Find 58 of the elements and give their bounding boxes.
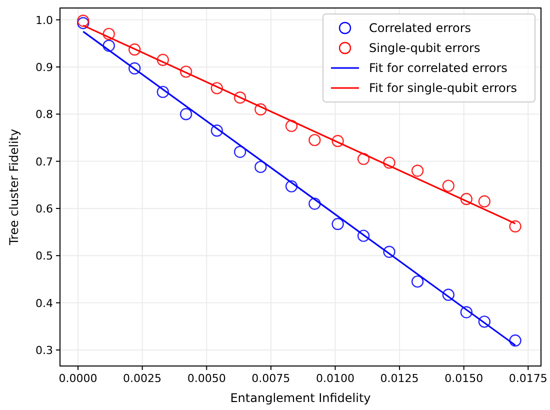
point: [210, 82, 224, 94]
point: [285, 180, 298, 192]
point: [332, 218, 344, 230]
point: [156, 86, 169, 98]
point: [478, 195, 491, 208]
legend-label: Single-qubit errors: [369, 41, 480, 55]
point: [254, 160, 267, 174]
x-tick-label: 0.0175: [508, 372, 548, 385]
point: [180, 108, 192, 120]
point: [102, 28, 115, 40]
x-tick-label: 0.0050: [187, 372, 226, 385]
point: [411, 275, 424, 288]
y-tick-label: 1.0: [36, 14, 53, 27]
point: [383, 156, 396, 169]
point: [180, 66, 192, 78]
point: [254, 103, 267, 116]
legend-label: Correlated errors: [369, 21, 472, 35]
y-tick-label: 0.3: [36, 344, 53, 357]
x-tick-label: 0.0100: [316, 372, 354, 385]
point: [128, 43, 141, 56]
x-axis-title: Entanglement Infidelity: [230, 391, 371, 405]
point: [102, 40, 115, 52]
point: [509, 334, 522, 347]
x-tick-label: 0.0025: [123, 372, 162, 385]
point: [77, 14, 90, 27]
legend-label: Fit for correlated errors: [369, 61, 508, 75]
point: [210, 124, 224, 137]
point: [128, 62, 141, 74]
point: [383, 246, 396, 258]
y-tick-label: 0.8: [36, 108, 53, 122]
point: [156, 54, 169, 66]
point: [357, 152, 370, 166]
point: [478, 316, 491, 328]
point: [509, 220, 522, 232]
y-tick-label: 0.7: [36, 155, 53, 168]
y-tick-label: 0.9: [36, 60, 53, 74]
point: [234, 146, 246, 158]
point: [442, 288, 454, 301]
point: [460, 192, 473, 206]
point: [442, 180, 454, 192]
y-tick-label: 0.5: [36, 250, 53, 263]
point: [332, 134, 344, 148]
point: [285, 120, 298, 132]
point: [460, 306, 473, 318]
point: [234, 92, 246, 104]
x-tick-label: 0.0000: [58, 372, 98, 385]
legend-label: Fit for single-qubit errors: [369, 81, 518, 95]
x-tick-label: 0.0150: [444, 372, 484, 385]
x-tick-label: 0.0125: [380, 372, 419, 385]
point: [308, 198, 321, 210]
point: [357, 230, 370, 242]
y-axis-title: Tree cluster Fidelity: [7, 128, 21, 246]
point: [77, 16, 90, 30]
point: [308, 134, 321, 146]
x-tick-label: 0.0075: [252, 372, 290, 385]
y-tick-label: 0.4: [36, 296, 53, 310]
point: [411, 164, 424, 177]
y-tick-label: 0.6: [36, 202, 53, 216]
